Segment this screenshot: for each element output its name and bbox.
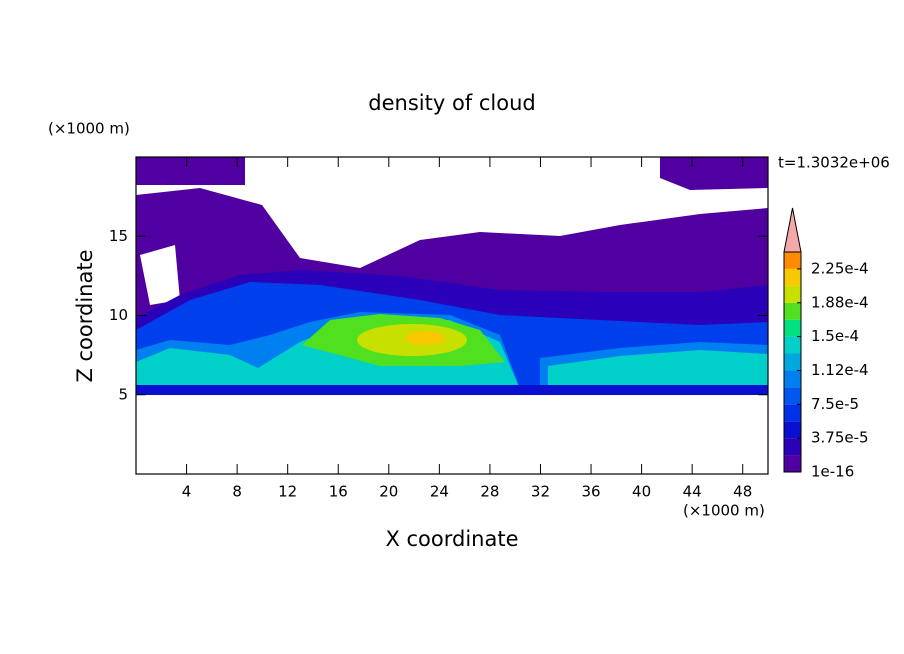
colorbar-band	[784, 404, 801, 422]
y-unit: (×1000 m)	[48, 120, 130, 138]
contour-region	[136, 157, 768, 190]
colorbar-tick-label: 1.88e-4	[811, 293, 869, 311]
x-tick-label: 8	[232, 483, 242, 501]
colorbar-band	[784, 319, 801, 337]
colorbar-band	[784, 438, 801, 456]
contour-region	[405, 331, 445, 345]
colorbar-band	[784, 285, 801, 303]
colorbar-band	[784, 302, 801, 320]
colorbar-tick-label: 1e-16	[811, 463, 854, 481]
colorbar-band	[784, 252, 801, 269]
x-tick-label: 4	[182, 483, 192, 501]
colorbar-band	[784, 421, 801, 439]
colorbar-band	[784, 387, 801, 405]
colorbar-band	[784, 336, 801, 354]
contour-region	[136, 385, 768, 395]
x-tick-label: 28	[480, 483, 499, 501]
y-tick-label: 15	[109, 227, 128, 245]
colorbar: 1e-16 3.75e-5 7.5e-5 1.12e-4 1.5e-4 1.88e-4 2.…	[783, 207, 869, 481]
colorbar-tick-label: 7.5e-5	[811, 395, 859, 413]
time-label: t=1.3032e+06	[778, 154, 890, 172]
x-tick-label: 24	[430, 483, 449, 501]
colorbar-band	[784, 370, 801, 388]
x-tick-label: 36	[581, 483, 600, 501]
y-tick-label: 5	[118, 385, 128, 403]
colorbar-tick-label: 2.25e-4	[811, 259, 869, 277]
y-axis-label: Z coordinate	[73, 249, 97, 382]
contour-field	[136, 157, 768, 395]
colorbar-frame	[783, 251, 802, 473]
colorbar-band	[784, 455, 801, 472]
colorbar-band	[784, 268, 801, 286]
chart-title: density of cloud	[368, 91, 535, 115]
x-axis-label: X coordinate	[385, 527, 518, 551]
x-unit: (×1000 m)	[683, 502, 765, 520]
x-tick-label: 40	[632, 483, 651, 501]
colorbar-tick-label: 1.5e-4	[811, 327, 859, 345]
x-tick-label: 44	[683, 483, 702, 501]
colorbar-band	[784, 353, 801, 371]
x-tick-label: 12	[278, 483, 297, 501]
colorbar-tick-label: 1.12e-4	[811, 361, 869, 379]
colorbar-extend	[783, 207, 802, 253]
colorbar-tick-label: 3.75e-5	[811, 429, 869, 447]
y-tick-label: 10	[109, 306, 128, 324]
x-tick-label: 16	[329, 483, 348, 501]
x-tick-label: 20	[379, 483, 398, 501]
x-tick-label: 32	[531, 483, 550, 501]
x-tick-label: 48	[733, 483, 752, 501]
